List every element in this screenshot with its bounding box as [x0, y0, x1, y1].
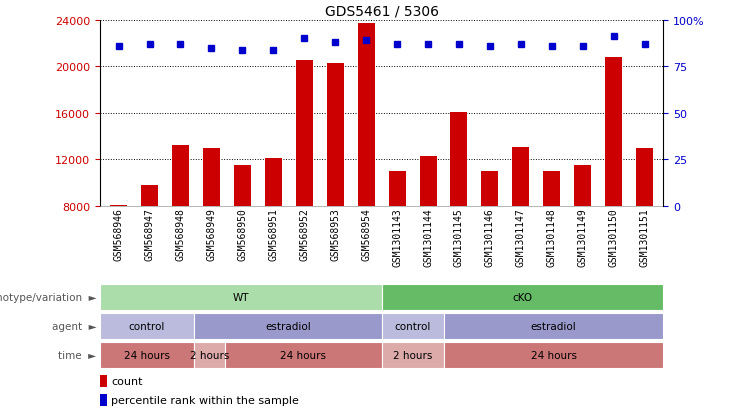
- Text: GSM568951: GSM568951: [268, 208, 279, 261]
- Bar: [444, 313, 663, 339]
- Bar: [100, 394, 107, 406]
- Text: GSM1301147: GSM1301147: [516, 208, 526, 267]
- Text: GSM1301150: GSM1301150: [608, 208, 619, 267]
- Text: GSM1301151: GSM1301151: [639, 208, 650, 267]
- Bar: [388, 172, 405, 299]
- Text: 2 hours: 2 hours: [190, 350, 229, 360]
- Text: time  ►: time ►: [59, 350, 96, 360]
- Bar: [382, 313, 444, 339]
- Text: percentile rank within the sample: percentile rank within the sample: [111, 395, 299, 406]
- Text: cKO: cKO: [512, 292, 533, 302]
- Bar: [512, 147, 529, 299]
- Text: estradiol: estradiol: [265, 321, 310, 331]
- Bar: [636, 148, 653, 299]
- Bar: [358, 24, 375, 299]
- Text: GSM568949: GSM568949: [207, 208, 216, 261]
- Bar: [141, 185, 158, 299]
- Bar: [194, 342, 225, 368]
- Text: GSM1301148: GSM1301148: [547, 208, 556, 267]
- Text: count: count: [111, 376, 143, 386]
- Bar: [382, 284, 663, 311]
- Bar: [100, 375, 107, 387]
- Bar: [419, 157, 436, 299]
- Bar: [451, 112, 468, 299]
- Bar: [234, 166, 251, 299]
- Title: GDS5461 / 5306: GDS5461 / 5306: [325, 4, 439, 18]
- Text: estradiol: estradiol: [531, 321, 576, 331]
- Text: GSM1301146: GSM1301146: [485, 208, 495, 267]
- Text: GSM568953: GSM568953: [330, 208, 340, 261]
- Bar: [444, 342, 663, 368]
- Text: WT: WT: [233, 292, 249, 302]
- Bar: [100, 284, 382, 311]
- Bar: [265, 159, 282, 299]
- Text: GSM1301145: GSM1301145: [454, 208, 464, 267]
- Bar: [100, 342, 194, 368]
- Text: control: control: [395, 321, 431, 331]
- Bar: [543, 172, 560, 299]
- Bar: [296, 61, 313, 299]
- Text: GSM1301143: GSM1301143: [392, 208, 402, 267]
- Bar: [110, 205, 127, 299]
- Text: 24 hours: 24 hours: [124, 350, 170, 360]
- Text: GSM1301149: GSM1301149: [578, 208, 588, 267]
- Bar: [382, 342, 444, 368]
- Text: GSM568948: GSM568948: [176, 208, 185, 261]
- Bar: [100, 313, 194, 339]
- Text: GSM1301144: GSM1301144: [423, 208, 433, 267]
- Text: GSM568946: GSM568946: [113, 208, 124, 261]
- Bar: [172, 146, 189, 299]
- Bar: [194, 313, 382, 339]
- Text: GSM568950: GSM568950: [237, 208, 247, 261]
- Text: agent  ►: agent ►: [52, 321, 96, 331]
- Text: control: control: [129, 321, 165, 331]
- Text: GSM568952: GSM568952: [299, 208, 309, 261]
- Bar: [482, 172, 499, 299]
- Bar: [574, 166, 591, 299]
- Text: genotype/variation  ►: genotype/variation ►: [0, 292, 96, 302]
- Text: 24 hours: 24 hours: [280, 350, 326, 360]
- Bar: [203, 148, 220, 299]
- Bar: [327, 64, 344, 299]
- Bar: [225, 342, 382, 368]
- Text: 24 hours: 24 hours: [531, 350, 576, 360]
- Bar: [605, 58, 622, 299]
- Text: GSM568947: GSM568947: [144, 208, 155, 261]
- Text: GSM568954: GSM568954: [361, 208, 371, 261]
- Text: 2 hours: 2 hours: [393, 350, 433, 360]
